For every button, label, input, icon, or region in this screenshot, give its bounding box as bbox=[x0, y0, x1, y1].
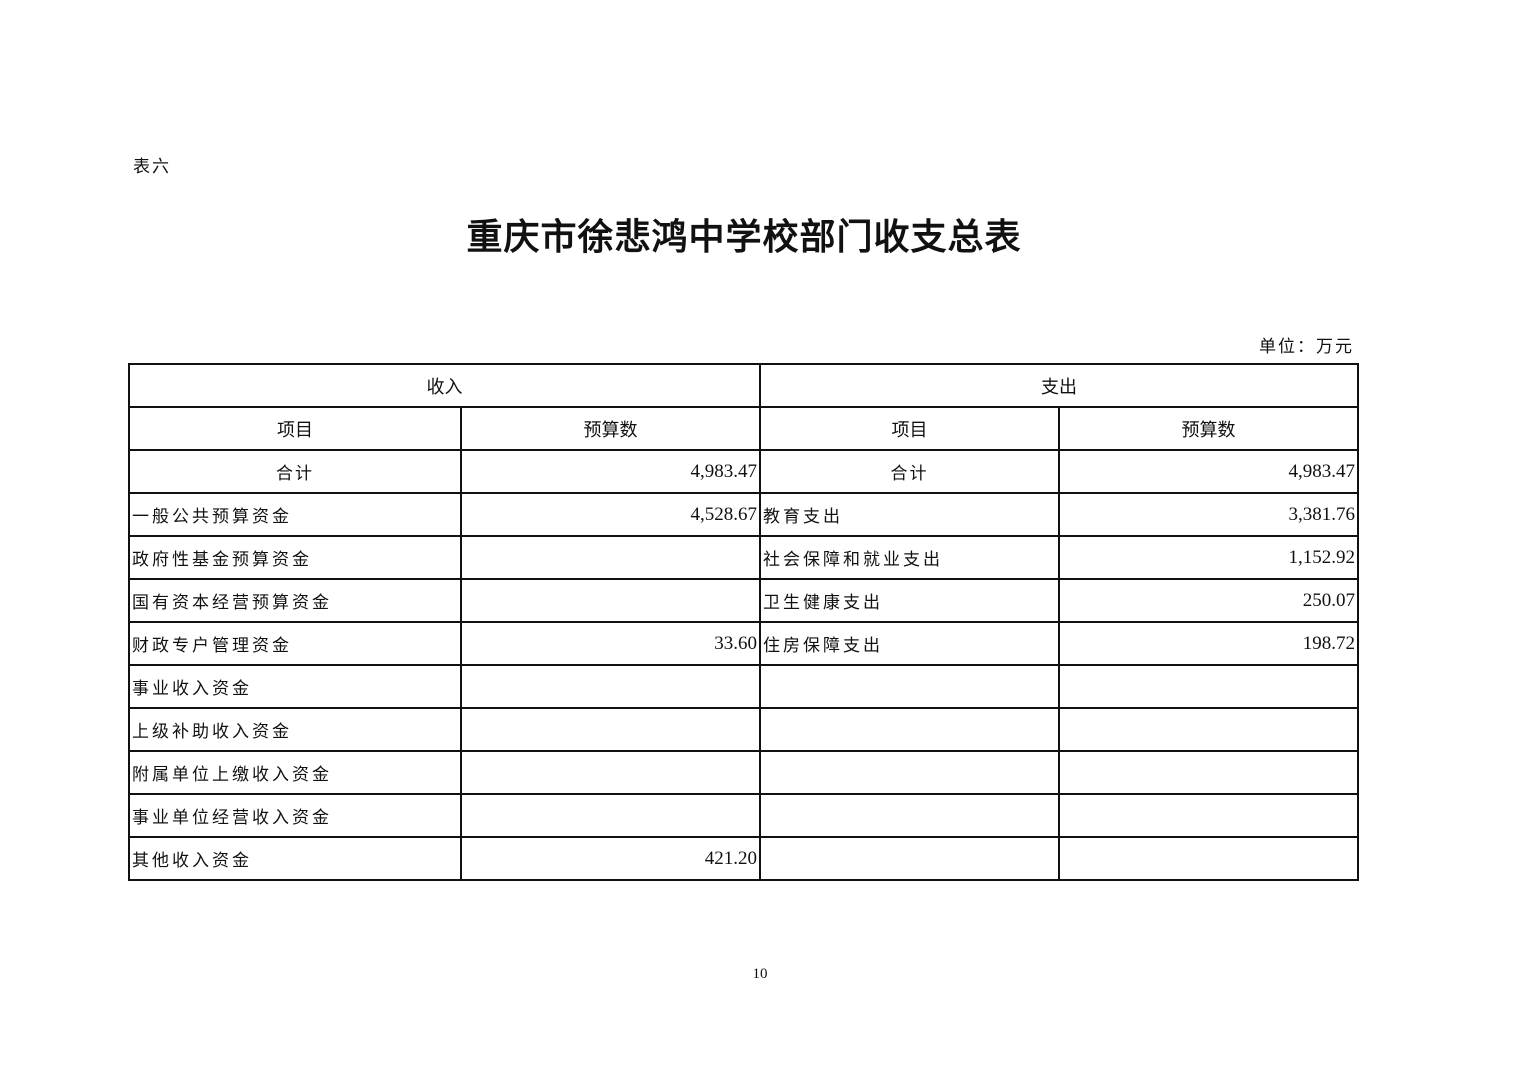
table-row: 上级补助收入资金 bbox=[128, 707, 1359, 752]
expense-item: 教育支出 bbox=[759, 492, 1060, 537]
income-item: 上级补助收入资金 bbox=[128, 707, 462, 752]
expense-item-header: 项目 bbox=[759, 406, 1060, 451]
income-item: 国有资本经营预算资金 bbox=[128, 578, 462, 623]
income-amount bbox=[460, 750, 761, 795]
expense-item bbox=[759, 664, 1060, 709]
income-header: 收入 bbox=[128, 363, 761, 408]
expense-item: 社会保障和就业支出 bbox=[759, 535, 1060, 580]
income-amount bbox=[460, 707, 761, 752]
income-budget-header: 预算数 bbox=[460, 406, 761, 451]
page-number: 10 bbox=[752, 966, 768, 982]
expense-amount bbox=[1058, 707, 1359, 752]
expense-total-label: 合计 bbox=[759, 449, 1060, 494]
income-amount bbox=[460, 664, 761, 709]
expense-amount bbox=[1058, 793, 1359, 838]
income-amount: 33.60 bbox=[460, 621, 761, 666]
income-amount bbox=[460, 578, 761, 623]
expense-item bbox=[759, 707, 1060, 752]
table-row: 一般公共预算资金 4,528.67 教育支出 3,381.76 bbox=[128, 492, 1359, 537]
income-amount: 421.20 bbox=[460, 836, 761, 881]
expense-item: 卫生健康支出 bbox=[759, 578, 1060, 623]
expense-item bbox=[759, 793, 1060, 838]
income-item: 政府性基金预算资金 bbox=[128, 535, 462, 580]
total-row: 合计 4,983.47 合计 4,983.47 bbox=[128, 449, 1359, 494]
expense-item bbox=[759, 836, 1060, 881]
income-amount: 4,528.67 bbox=[460, 492, 761, 537]
expense-amount: 3,381.76 bbox=[1058, 492, 1359, 537]
income-total-label: 合计 bbox=[128, 449, 462, 494]
table-row: 事业收入资金 bbox=[128, 664, 1359, 709]
expense-amount: 250.07 bbox=[1058, 578, 1359, 623]
header-row-columns: 项目 预算数 项目 预算数 bbox=[128, 406, 1359, 451]
header-row-sections: 收入 支出 bbox=[128, 363, 1359, 408]
expense-item: 住房保障支出 bbox=[759, 621, 1060, 666]
income-item: 其他收入资金 bbox=[128, 836, 462, 881]
expense-item bbox=[759, 750, 1060, 795]
table-row: 国有资本经营预算资金 卫生健康支出 250.07 bbox=[128, 578, 1359, 623]
table-row: 附属单位上缴收入资金 bbox=[128, 750, 1359, 795]
income-item: 一般公共预算资金 bbox=[128, 492, 462, 537]
table-row: 政府性基金预算资金 社会保障和就业支出 1,152.92 bbox=[128, 535, 1359, 580]
table-number-label: 表六 bbox=[133, 157, 171, 177]
expense-budget-header: 预算数 bbox=[1058, 406, 1359, 451]
table-row: 其他收入资金 421.20 bbox=[128, 836, 1359, 881]
expense-amount bbox=[1058, 750, 1359, 795]
income-total-amount: 4,983.47 bbox=[460, 449, 761, 494]
unit-label: 单位：万元 bbox=[1259, 337, 1354, 357]
page-title: 重庆市徐悲鸿中学校部门收支总表 bbox=[466, 217, 1022, 258]
expense-amount bbox=[1058, 664, 1359, 709]
table-row: 事业单位经营收入资金 bbox=[128, 793, 1359, 838]
income-item: 财政专户管理资金 bbox=[128, 621, 462, 666]
income-amount bbox=[460, 793, 761, 838]
expense-header: 支出 bbox=[759, 363, 1359, 408]
income-item: 事业收入资金 bbox=[128, 664, 462, 709]
expense-amount bbox=[1058, 836, 1359, 881]
budget-table: 收入 支出 项目 预算数 项目 预算数 合计 4,983.47 合计 4,983… bbox=[128, 363, 1359, 881]
expense-amount: 1,152.92 bbox=[1058, 535, 1359, 580]
income-amount bbox=[460, 535, 761, 580]
table-row: 财政专户管理资金 33.60 住房保障支出 198.72 bbox=[128, 621, 1359, 666]
income-item: 事业单位经营收入资金 bbox=[128, 793, 462, 838]
income-item: 附属单位上缴收入资金 bbox=[128, 750, 462, 795]
income-item-header: 项目 bbox=[128, 406, 462, 451]
expense-total-amount: 4,983.47 bbox=[1058, 449, 1359, 494]
expense-amount: 198.72 bbox=[1058, 621, 1359, 666]
